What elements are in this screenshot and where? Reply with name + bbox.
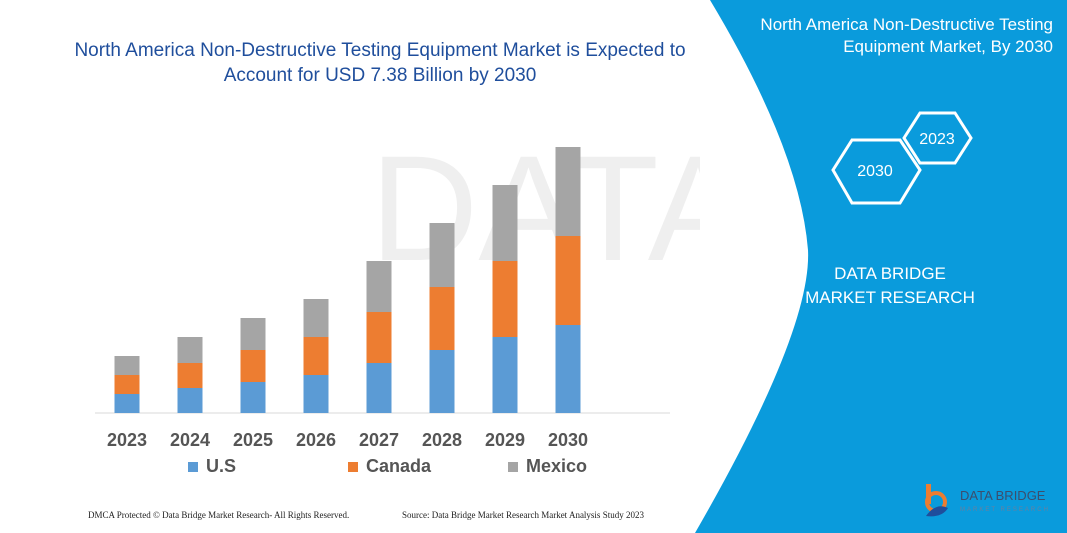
svg-text:MARKET RESEARCH: MARKET RESEARCH (960, 507, 1050, 513)
bar-mexico-2023 (114, 356, 140, 375)
bar-us-2029 (492, 337, 518, 413)
hex-label-2030: 2030 (857, 163, 893, 180)
bar-canada-2026 (303, 337, 329, 375)
watermark-text: DATA B (370, 124, 700, 292)
hexagon-2030: 2030 (831, 138, 922, 205)
legend-item-mexico: Mexico (508, 456, 668, 477)
bar-us-2027 (366, 363, 392, 413)
legend-label: Canada (366, 456, 432, 476)
hexagon-2023: 2023 (902, 111, 973, 165)
legend-item-canada: Canada (348, 456, 508, 477)
x-tick-label: 2024 (170, 430, 210, 450)
x-tick-label: 2027 (359, 430, 399, 450)
bar-canada-2025 (240, 350, 266, 382)
watermark: DATA B (370, 124, 700, 292)
bar-mexico-2028 (429, 223, 455, 287)
chart-title: North America Non-Destructive Testing Eq… (74, 40, 686, 86)
bar-mexico-2027 (366, 261, 392, 312)
bar-us-2025 (240, 382, 266, 413)
x-tick-label: 2028 (422, 430, 462, 450)
bar-canada-2024 (177, 363, 203, 388)
legend-label: U.S (206, 456, 237, 476)
panel-title: North America Non-Destructive Testing Eq… (760, 15, 1053, 56)
bar-mexico-2029 (492, 185, 518, 261)
hex-label-2023: 2023 (919, 131, 955, 148)
brand-name: DATA BRIDGE MARKET RESEARCH (805, 264, 975, 307)
bar-canada-2030 (555, 236, 581, 325)
x-tick-label: 2023 (107, 430, 147, 450)
x-tick-label: 2026 (296, 430, 336, 450)
footer-source: Source: Data Bridge Market Research Mark… (402, 510, 644, 520)
bar-us-2023 (114, 394, 140, 413)
bar-canada-2029 (492, 261, 518, 337)
panel-background (695, 0, 1067, 533)
logo-text: DATA BRIDGE (960, 488, 1046, 503)
bar-canada-2028 (429, 287, 455, 350)
x-tick-label: 2029 (485, 430, 525, 450)
data-bridge-logo: DATA BRIDGE MARKET RESEARCH (922, 482, 1052, 527)
bar-us-2030 (555, 325, 581, 413)
legend-item-us: U.S (188, 456, 348, 477)
bar-mexico-2026 (303, 299, 329, 337)
bar-us-2024 (177, 388, 203, 413)
bar-mexico-2030 (555, 147, 581, 236)
bar-canada-2027 (366, 312, 392, 363)
x-tick-label: 2025 (233, 430, 273, 450)
x-tick-label: 2030 (548, 430, 588, 450)
legend: U.S Canada Mexico (188, 456, 668, 477)
legend-label: Mexico (526, 456, 588, 476)
stacked-bar-chart: DATA B 2023 2024 2025 2026 2027 2028 2029 2030 (95, 124, 700, 450)
bar-us-2026 (303, 375, 329, 413)
footer-copyright: DMCA Protected © Data Bridge Market Rese… (88, 510, 350, 520)
bar-canada-2023 (114, 375, 140, 394)
bar-us-2028 (429, 350, 455, 413)
bar-mexico-2025 (240, 318, 266, 350)
bar-mexico-2024 (177, 337, 203, 363)
